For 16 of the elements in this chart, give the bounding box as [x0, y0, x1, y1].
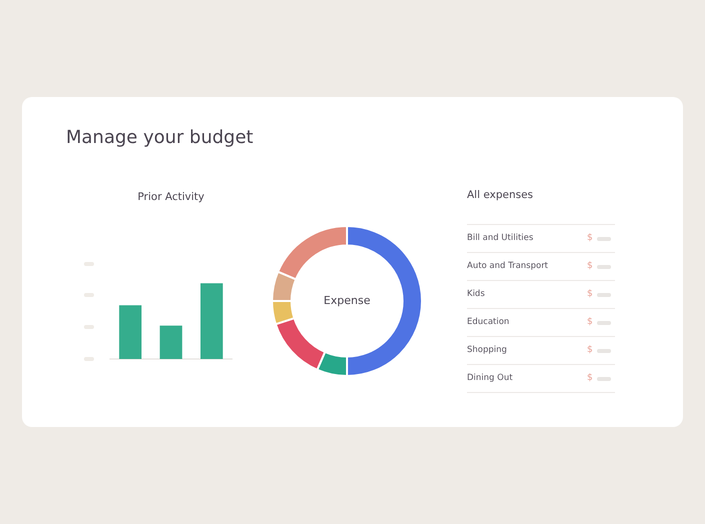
text: Expense	[324, 294, 371, 307]
text: Manage your budget	[66, 127, 254, 148]
category-label: Shopping	[467, 345, 507, 355]
text: $	[587, 232, 593, 245]
category-label: Dining Out	[467, 373, 513, 383]
category-label: Kids	[467, 289, 485, 299]
category-label: Auto and Transport	[467, 261, 548, 271]
text: $	[587, 288, 593, 301]
text: $	[587, 344, 593, 357]
category-label: Bill and Utilities	[467, 233, 534, 243]
text: $	[587, 316, 593, 329]
text: $	[587, 372, 593, 385]
category-label: Education	[467, 317, 510, 327]
chart-title: Prior Activity	[138, 191, 204, 204]
text: All expenses	[467, 189, 534, 203]
text: $	[587, 260, 593, 273]
